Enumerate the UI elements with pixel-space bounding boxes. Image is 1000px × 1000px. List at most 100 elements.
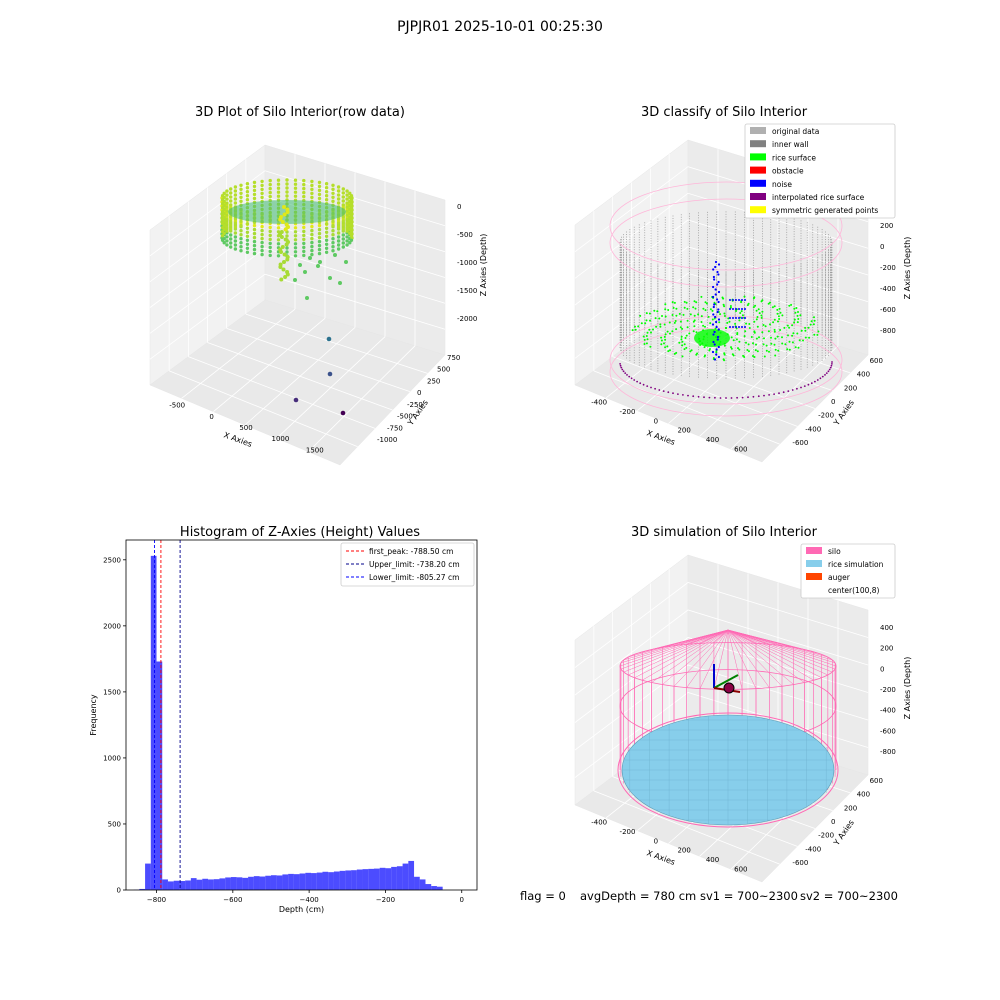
- raw-point: [225, 213, 229, 217]
- raw-point: [310, 224, 314, 229]
- raw-point: [310, 252, 314, 257]
- raw-point: [317, 223, 322, 228]
- raw-point: [225, 209, 229, 213]
- raw-point: [317, 231, 322, 236]
- floor-grid-line: [245, 313, 428, 374]
- noise-point: [717, 328, 720, 331]
- rice-surface-point: [702, 324, 705, 327]
- legend-label: interpolated rice surface: [772, 193, 865, 202]
- rice-surface-point: [773, 330, 776, 333]
- histogram-bar: [356, 869, 363, 890]
- rice-surface-point: [778, 307, 781, 310]
- raw-point: [239, 233, 243, 237]
- auger-marker: [723, 682, 735, 694]
- raw-point: [233, 201, 238, 205]
- noise-point: [735, 326, 737, 328]
- raw-point: [245, 230, 250, 234]
- noise-point: [744, 326, 746, 328]
- legend-label: Upper_limit: -738.20 cm: [369, 560, 460, 569]
- rice-surface-point: [738, 319, 741, 322]
- rice-surface-point: [686, 319, 689, 322]
- rice-surface-point: [669, 332, 671, 335]
- rice-surface-point: [745, 322, 748, 325]
- rice-surface-point: [722, 303, 725, 306]
- rice-surface-point: [681, 327, 684, 330]
- x-tick-label: 1500: [306, 446, 324, 454]
- rice-surface-point: [673, 301, 676, 304]
- rice-surface-point: [723, 315, 726, 317]
- rice-surface-point: [643, 338, 646, 341]
- noise-point: [716, 298, 719, 301]
- noise-point: [715, 320, 718, 324]
- raw-point: [324, 186, 329, 190]
- raw-point: [233, 231, 238, 235]
- raw-point: [293, 178, 298, 182]
- rice-surface-point: [769, 301, 771, 304]
- raw-outlier-point: [340, 410, 346, 416]
- raw-point: [284, 242, 289, 247]
- panel1-title: 3D Plot of Silo Interior(row data): [195, 105, 405, 120]
- rice-surface-point: [700, 321, 703, 323]
- rice-surface-point: [773, 328, 776, 331]
- raw-point: [285, 272, 290, 277]
- raw-point: [285, 190, 289, 194]
- rice-surface-point: [697, 313, 700, 316]
- rice-surface-point: [695, 331, 698, 334]
- silo-roof-line: [727, 629, 743, 643]
- raw-point: [268, 237, 272, 242]
- rice-surface-point: [774, 337, 777, 340]
- rice-surface-point: [693, 314, 696, 317]
- raw-point: [324, 238, 329, 242]
- raw-point: [260, 187, 264, 192]
- interpolated-surface-point: [768, 394, 770, 396]
- histogram-bar: [333, 871, 340, 890]
- rice-surface-point: [688, 332, 691, 335]
- noise-point: [717, 345, 720, 349]
- rice-surface-point: [727, 317, 730, 320]
- raw-point: [324, 250, 329, 254]
- rice-surface-point: [648, 328, 651, 331]
- rice-surface-point: [664, 333, 667, 336]
- rice-surface-point: [645, 335, 648, 337]
- raw-point: [317, 188, 322, 193]
- raw-point: [341, 233, 345, 237]
- raw-point: [285, 182, 289, 186]
- legend-swatch: [806, 560, 822, 567]
- y-tick-label: 2500: [103, 556, 121, 564]
- noise-point: [712, 268, 715, 271]
- y-tick-label: -250: [407, 401, 423, 409]
- raw-point: [345, 201, 349, 205]
- raw-point: [341, 191, 345, 195]
- rice-surface-point: [631, 329, 634, 332]
- raw-point: [222, 191, 226, 195]
- z-axis-label: Z Axies (Depth): [903, 237, 912, 300]
- noise-point: [732, 299, 734, 301]
- footer-sv2: sv2 = 700~2300: [800, 889, 898, 903]
- raw-point: [298, 263, 302, 267]
- raw-point: [225, 193, 229, 197]
- rice-surface-point: [667, 350, 670, 353]
- interpolated-surface-point: [642, 383, 645, 386]
- rice-surface-point: [740, 310, 743, 313]
- rice-surface-point: [796, 314, 799, 317]
- histogram-bar: [190, 878, 197, 890]
- raw-point: [345, 197, 349, 201]
- rice-surface-point: [654, 317, 657, 320]
- raw-point: [276, 242, 281, 246]
- raw-point: [310, 248, 314, 253]
- noise-point: [712, 285, 715, 289]
- noise-point: [712, 275, 716, 279]
- rice-surface-point: [788, 348, 791, 351]
- rice-surface-point: [807, 326, 810, 329]
- raw-point: [331, 229, 335, 233]
- raw-point: [344, 260, 348, 264]
- raw-point: [310, 191, 314, 196]
- rice-surface-point: [645, 319, 648, 322]
- raw-point: [348, 191, 352, 195]
- histogram-bar: [425, 884, 432, 890]
- rice-surface-point: [634, 325, 636, 328]
- rice-surface-point: [709, 348, 711, 350]
- interpolated-surface-point: [708, 396, 711, 399]
- raw-point: [252, 192, 257, 197]
- raw-point: [245, 222, 250, 226]
